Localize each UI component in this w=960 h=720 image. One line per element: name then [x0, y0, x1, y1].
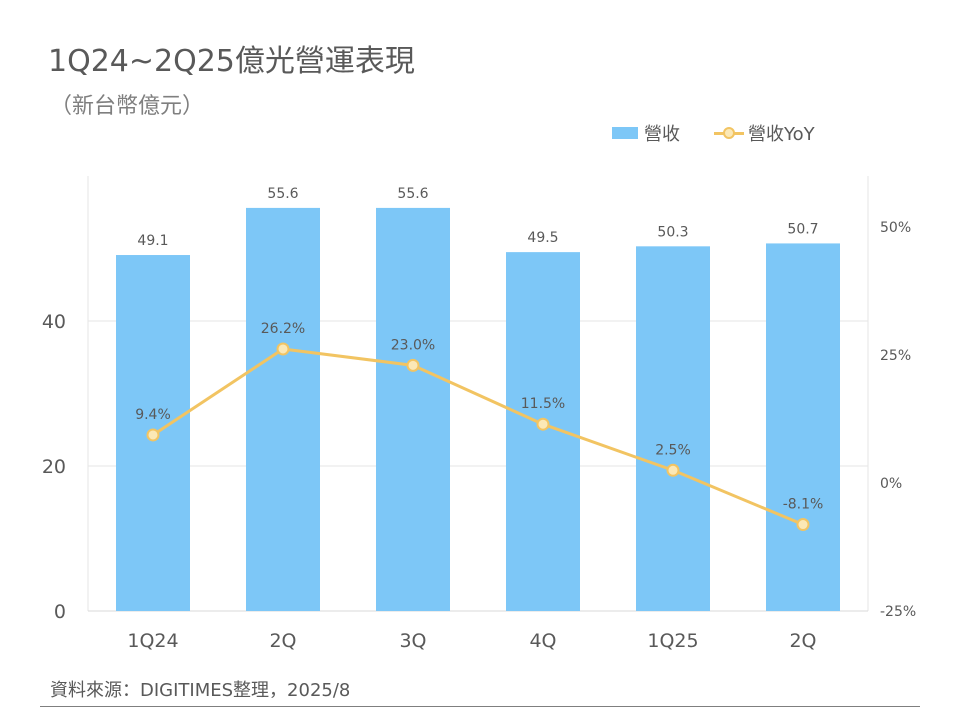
yoy-point: [406, 358, 420, 372]
yoy-value-label: 26.2%: [261, 321, 305, 337]
source-note: 資料來源：DIGITIMES整理，2025/8: [50, 680, 351, 701]
y-left-tick-label: 40: [42, 311, 66, 333]
chart-unit-subtitle: （新台幣億元）: [50, 94, 205, 119]
legend-item-yoy: 營收YoY: [714, 120, 815, 146]
y-left-tick-label: 20: [42, 456, 66, 478]
bar-value-label: 55.6: [267, 186, 298, 202]
bar: [376, 207, 450, 611]
y-right-tick-label: -25%: [880, 604, 916, 620]
bar-value-label: 50.3: [657, 224, 688, 240]
y-right-tick-label: 0%: [880, 476, 902, 492]
legend-label-revenue: 營收: [644, 124, 680, 145]
yoy-point: [146, 428, 160, 442]
bar-value-label: 50.7: [787, 221, 818, 237]
yoy-value-label: -8.1%: [783, 497, 824, 513]
source-divider: [40, 706, 920, 707]
bar: [246, 207, 320, 611]
x-tick-label: 2Q: [789, 630, 816, 652]
bar-value-label: 49.5: [527, 230, 558, 246]
chart-legend: 營收 營收YoY: [612, 121, 849, 145]
yoy-value-label: 9.4%: [135, 407, 171, 423]
yoy-point: [276, 342, 290, 356]
x-tick-label: 1Q25: [647, 630, 698, 652]
yoy-value-label: 11.5%: [521, 396, 565, 412]
yoy-point: [796, 518, 810, 532]
legend-item-revenue: 營收: [612, 120, 680, 146]
x-tick-label: 4Q: [529, 630, 556, 652]
chart-title: 1Q24~2Q25億光營運表現: [48, 44, 415, 79]
bar: [506, 252, 580, 611]
y-right-tick-label: 25%: [880, 348, 911, 364]
y-right-tick-label: 50%: [880, 220, 911, 236]
yoy-point: [536, 417, 550, 431]
legend-label-yoy: 營收YoY: [748, 124, 815, 145]
x-tick-label: 2Q: [269, 630, 296, 652]
yoy-value-label: 23.0%: [391, 337, 435, 353]
x-tick-label: 3Q: [399, 630, 426, 652]
legend-bar-swatch: [612, 127, 638, 139]
bar: [766, 243, 840, 612]
x-tick-label: 1Q24: [127, 630, 178, 652]
bar-value-label: 55.6: [397, 186, 428, 202]
yoy-value-label: 2.5%: [655, 442, 691, 458]
bar-value-label: 49.1: [137, 233, 168, 249]
bar: [636, 246, 710, 611]
legend-line-swatch: [714, 126, 744, 140]
y-left-tick-label: 0: [54, 601, 66, 623]
yoy-line: [152, 347, 804, 526]
yoy-point: [666, 463, 680, 477]
